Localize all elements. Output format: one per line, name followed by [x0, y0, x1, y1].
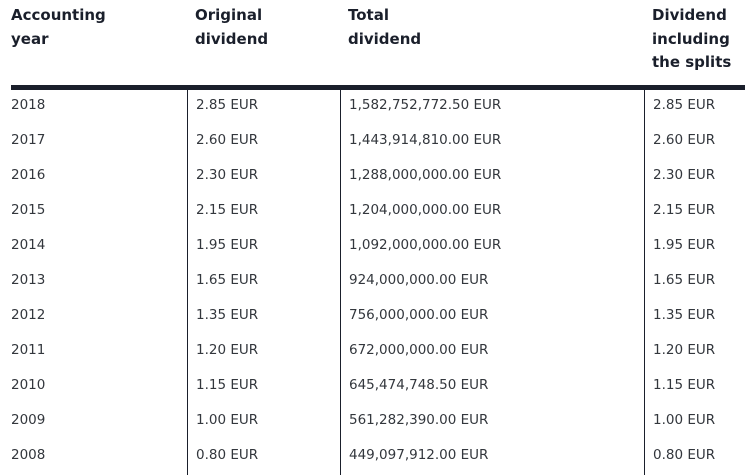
table-row: 2011 1.20 EUR 672,000,000.00 EUR 1.20 EUR	[0, 335, 745, 370]
header-divider	[11, 85, 745, 90]
original-dividend-cell: 2.85 EUR	[187, 90, 340, 125]
split-dividend-cell: 0.80 EUR	[644, 440, 745, 475]
header-accounting-year: Accounting year	[11, 4, 106, 51]
year-cell: 2017	[11, 132, 46, 148]
year-cell: 2014	[11, 237, 46, 253]
table-row: 2017 2.60 EUR 1,443,914,810.00 EUR 2.60 EUR	[0, 125, 745, 160]
year-cell: 2018	[11, 97, 46, 113]
header-line: year	[11, 29, 49, 48]
year-cell: 2011	[11, 342, 46, 358]
year-cell: 2015	[11, 202, 46, 218]
original-dividend-cell: 1.00 EUR	[187, 405, 340, 440]
header-original-dividend: Original dividend	[195, 4, 268, 51]
original-dividend-cell: 0.80 EUR	[187, 440, 340, 475]
year-cell: 2008	[11, 447, 46, 463]
original-dividend-cell: 2.15 EUR	[187, 195, 340, 230]
table-row: 2009 1.00 EUR 561,282,390.00 EUR 1.00 EUR	[0, 405, 745, 440]
header-dividend-splits: Dividend including the splits	[652, 4, 731, 75]
table-row: 2014 1.95 EUR 1,092,000,000.00 EUR 1.95 EUR	[0, 230, 745, 265]
table-body: 2018 2.85 EUR 1,582,752,772.50 EUR 2.85 EUR…	[0, 90, 745, 475]
original-dividend-cell: 2.60 EUR	[187, 125, 340, 160]
original-dividend-cell: 1.15 EUR	[187, 370, 340, 405]
split-dividend-cell: 2.30 EUR	[644, 160, 745, 195]
year-cell: 2010	[11, 377, 46, 393]
year-cell: 2012	[11, 307, 46, 323]
total-dividend-cell: 1,288,000,000.00 EUR	[340, 160, 644, 195]
table-row: 2015 2.15 EUR 1,204,000,000.00 EUR 2.15 EUR	[0, 195, 745, 230]
header-line: Accounting	[11, 6, 106, 24]
header-line: Original	[195, 6, 263, 24]
total-dividend-cell: 672,000,000.00 EUR	[340, 335, 644, 370]
header-line: dividend	[195, 29, 269, 48]
total-dividend-cell: 449,097,912.00 EUR	[340, 440, 644, 475]
original-dividend-cell: 1.95 EUR	[187, 230, 340, 265]
year-cell: 2013	[11, 272, 46, 288]
total-dividend-cell: 756,000,000.00 EUR	[340, 300, 644, 335]
split-dividend-cell: 1.15 EUR	[644, 370, 745, 405]
table-row: 2010 1.15 EUR 645,474,748.50 EUR 1.15 EUR	[0, 370, 745, 405]
split-dividend-cell: 2.15 EUR	[644, 195, 745, 230]
total-dividend-cell: 561,282,390.00 EUR	[340, 405, 644, 440]
split-dividend-cell: 1.35 EUR	[644, 300, 745, 335]
table-row: 2018 2.85 EUR 1,582,752,772.50 EUR 2.85 EUR	[0, 90, 745, 125]
header-line: Dividend	[652, 6, 727, 24]
header-line: dividend	[348, 29, 422, 48]
table-row: 2013 1.65 EUR 924,000,000.00 EUR 1.65 EUR	[0, 265, 745, 300]
original-dividend-cell: 1.65 EUR	[187, 265, 340, 300]
header-line: including	[652, 29, 730, 48]
header-line: the splits	[652, 53, 732, 71]
original-dividend-cell: 1.20 EUR	[187, 335, 340, 370]
header-line: Total	[348, 6, 389, 24]
split-dividend-cell: 1.65 EUR	[644, 265, 745, 300]
split-dividend-cell: 1.00 EUR	[644, 405, 745, 440]
year-cell: 2016	[11, 167, 46, 183]
original-dividend-cell: 2.30 EUR	[187, 160, 340, 195]
header-total-dividend: Total dividend	[348, 4, 421, 51]
total-dividend-cell: 924,000,000.00 EUR	[340, 265, 644, 300]
split-dividend-cell: 1.20 EUR	[644, 335, 745, 370]
original-dividend-cell: 1.35 EUR	[187, 300, 340, 335]
split-dividend-cell: 1.95 EUR	[644, 230, 745, 265]
split-dividend-cell: 2.85 EUR	[644, 90, 745, 125]
year-cell: 2009	[11, 412, 46, 428]
total-dividend-cell: 645,474,748.50 EUR	[340, 370, 644, 405]
table-row: 2012 1.35 EUR 756,000,000.00 EUR 1.35 EUR	[0, 300, 745, 335]
total-dividend-cell: 1,204,000,000.00 EUR	[340, 195, 644, 230]
total-dividend-cell: 1,443,914,810.00 EUR	[340, 125, 644, 160]
table-row: 2008 0.80 EUR 449,097,912.00 EUR 0.80 EUR	[0, 440, 745, 475]
table-row: 2016 2.30 EUR 1,288,000,000.00 EUR 2.30 EUR	[0, 160, 745, 195]
total-dividend-cell: 1,582,752,772.50 EUR	[340, 90, 644, 125]
total-dividend-cell: 1,092,000,000.00 EUR	[340, 230, 644, 265]
split-dividend-cell: 2.60 EUR	[644, 125, 745, 160]
